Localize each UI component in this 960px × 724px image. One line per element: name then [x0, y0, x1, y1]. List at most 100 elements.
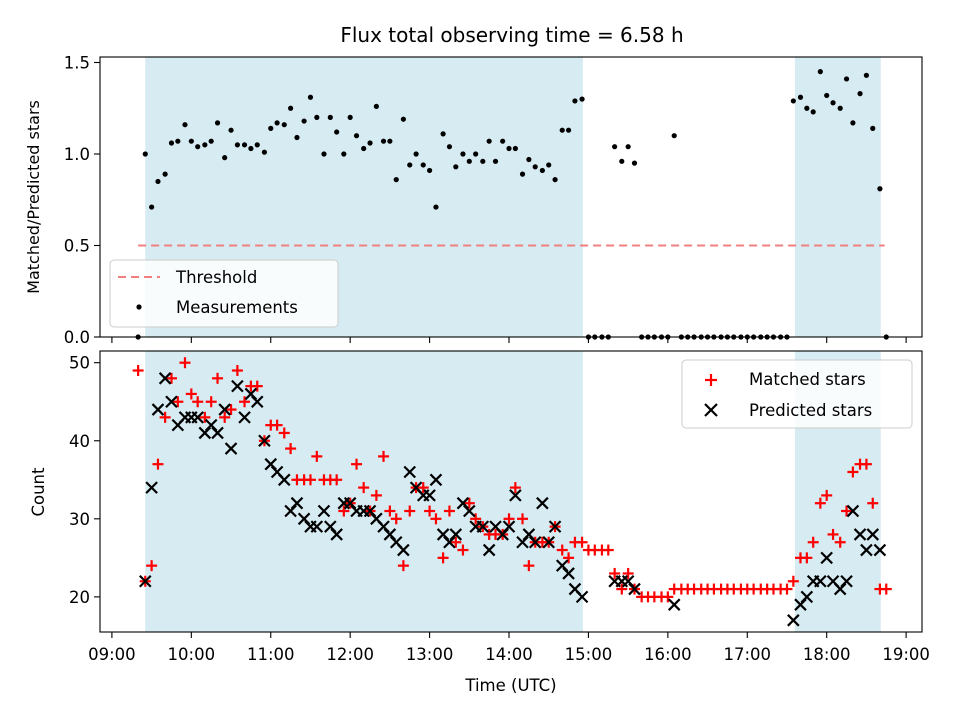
- measurement-point: [830, 100, 836, 106]
- measurement-point: [208, 138, 214, 144]
- measurement-point: [307, 94, 314, 100]
- predicted-star-marker: [429, 473, 443, 487]
- matched-star-marker: [457, 544, 469, 556]
- bottom-legend-box: [681, 359, 913, 429]
- measurement-point: [446, 144, 453, 150]
- measurement-point: [301, 118, 307, 124]
- legend-measurements-label: Measurements: [176, 298, 298, 317]
- measurement-point: [460, 151, 466, 157]
- measurement-point: [294, 134, 300, 141]
- predicted-star-marker: [853, 528, 867, 541]
- measurement-point: [234, 142, 240, 148]
- measurement-point: [863, 72, 870, 78]
- measurement-point: [288, 105, 294, 111]
- predicted-star-marker: [628, 582, 641, 596]
- predicted-star-marker: [290, 496, 304, 510]
- measurement-point: [393, 177, 399, 183]
- measurement-point: [334, 129, 340, 135]
- measurement-point: [552, 177, 558, 183]
- predicted-star-marker: [158, 372, 172, 385]
- matched-star-marker: [556, 544, 568, 556]
- matched-star-marker: [271, 419, 283, 431]
- y-tick-label: 1.0: [64, 145, 90, 164]
- measurement-point: [857, 91, 863, 97]
- measurement-point: [214, 120, 221, 126]
- matched-star-marker: [338, 505, 350, 517]
- matched-star-marker: [159, 411, 171, 423]
- matched-star-marker: [814, 497, 826, 509]
- predicted-star-marker: [542, 535, 556, 549]
- predicted-star-marker: [800, 590, 814, 604]
- matched-star-marker: [179, 357, 191, 369]
- measurement-point: [155, 178, 161, 185]
- matched-star-marker: [576, 536, 588, 548]
- matched-star-marker: [622, 567, 634, 579]
- y-tick-label: 0.0: [64, 328, 90, 347]
- chart-title: Flux total observing time = 6.58 h: [340, 23, 683, 47]
- predicted-star-marker: [866, 528, 880, 541]
- x-tick-label: 17:00: [723, 645, 771, 664]
- predicted-star-marker: [138, 574, 152, 588]
- measurement-point: [373, 103, 379, 110]
- legend-matched-label: Matched stars: [749, 370, 866, 389]
- matched-star-marker: [331, 474, 343, 486]
- matched-star-marker: [199, 411, 211, 423]
- matched-star-points: [132, 357, 892, 603]
- measurement-point: [492, 158, 499, 164]
- predicted-star-marker: [403, 465, 417, 479]
- measurement-point: [619, 158, 625, 164]
- measurement-point: [281, 122, 287, 128]
- bottom-y-axis-label: Count: [29, 467, 48, 517]
- matched-star-marker: [278, 427, 290, 439]
- matched-star-marker: [841, 505, 853, 517]
- measurement-point: [228, 127, 234, 133]
- measurement-point: [559, 127, 565, 133]
- measurement-point: [790, 98, 796, 104]
- predicted-star-marker: [536, 496, 549, 510]
- predicted-star-marker: [840, 574, 853, 588]
- matched-star-marker: [132, 365, 144, 377]
- predicted-star-marker: [449, 528, 463, 541]
- matched-star-marker: [384, 505, 396, 517]
- matched-star-marker: [285, 443, 297, 455]
- x-tick-label: 14:00: [485, 645, 533, 664]
- matched-star-marker: [424, 505, 436, 517]
- measurement-point: [188, 138, 194, 144]
- x-tick-label: 15:00: [565, 645, 613, 664]
- matched-star-marker: [662, 591, 674, 603]
- measurement-point: [314, 114, 320, 120]
- observing-window-1: [794, 57, 881, 337]
- measurement-point: [480, 158, 486, 164]
- measurement-point: [321, 151, 327, 157]
- measurement-point: [837, 105, 843, 111]
- matched-star-marker: [351, 458, 363, 470]
- matched-star-marker: [225, 404, 237, 416]
- measurement-point: [433, 204, 439, 210]
- legend-predicted-label: Predicted stars: [749, 401, 872, 420]
- predicted-star-marker: [231, 379, 244, 393]
- predicted-star-marker: [250, 395, 264, 409]
- matched-star-marker: [860, 458, 872, 470]
- predicted-star-marker: [463, 504, 476, 518]
- measurement-point: [222, 155, 228, 161]
- measurement-point: [572, 98, 578, 104]
- bottom-legend: Matched stars Predicted stars: [681, 359, 913, 429]
- measurement-point: [486, 138, 492, 144]
- predicted-star-marker: [397, 543, 410, 557]
- measurement-point: [248, 145, 254, 152]
- matched-star-marker: [523, 560, 535, 572]
- measurement-point: [327, 114, 333, 120]
- predicted-star-marker: [502, 520, 516, 533]
- predicted-star-marker: [476, 520, 490, 533]
- measurement-point: [565, 127, 572, 133]
- measurement-point: [824, 92, 830, 99]
- matched-star-marker: [397, 560, 409, 572]
- matched-star-marker: [880, 583, 892, 595]
- matched-star-marker: [517, 513, 529, 525]
- top-x-ticks: [111, 337, 907, 343]
- matched-star-marker: [146, 560, 158, 572]
- top-y-axis-label: Matched/Predicted stars: [24, 100, 43, 294]
- measurement-point: [347, 114, 353, 120]
- matched-star-marker: [404, 505, 416, 517]
- top-y-axis: 0.0 0.5 1.0 1.5: [64, 53, 100, 347]
